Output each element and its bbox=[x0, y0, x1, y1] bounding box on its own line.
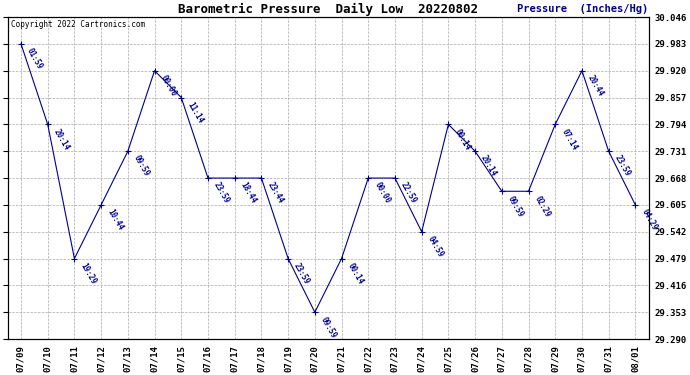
Text: 01:59: 01:59 bbox=[25, 46, 45, 71]
Text: 19:29: 19:29 bbox=[79, 261, 98, 286]
Text: 00:14: 00:14 bbox=[346, 261, 365, 286]
Text: 09:59: 09:59 bbox=[319, 315, 338, 339]
Text: 09:59: 09:59 bbox=[132, 154, 151, 178]
Text: 22:59: 22:59 bbox=[399, 181, 418, 206]
Text: Pressure  (Inches/Hg): Pressure (Inches/Hg) bbox=[518, 4, 649, 14]
Text: 00:14: 00:14 bbox=[453, 127, 472, 152]
Text: 10:44: 10:44 bbox=[106, 208, 125, 232]
Title: Barometric Pressure  Daily Low  20220802: Barometric Pressure Daily Low 20220802 bbox=[178, 3, 478, 16]
Text: 20:14: 20:14 bbox=[52, 127, 71, 152]
Text: 20:44: 20:44 bbox=[586, 74, 605, 98]
Text: 23:44: 23:44 bbox=[266, 181, 285, 206]
Text: 11:14: 11:14 bbox=[186, 100, 205, 125]
Text: 07:14: 07:14 bbox=[560, 127, 579, 152]
Text: 23:59: 23:59 bbox=[613, 154, 632, 178]
Text: 02:29: 02:29 bbox=[533, 194, 552, 219]
Text: 04:29: 04:29 bbox=[640, 208, 659, 232]
Text: 00:00: 00:00 bbox=[159, 74, 178, 98]
Text: 20:14: 20:14 bbox=[480, 154, 499, 178]
Text: 23:59: 23:59 bbox=[293, 261, 312, 286]
Text: 04:59: 04:59 bbox=[426, 234, 445, 259]
Text: 18:44: 18:44 bbox=[239, 181, 258, 206]
Text: 23:59: 23:59 bbox=[212, 181, 232, 206]
Text: Copyright 2022 Cartronics.com: Copyright 2022 Cartronics.com bbox=[11, 20, 145, 29]
Text: 09:59: 09:59 bbox=[506, 194, 525, 219]
Text: 00:00: 00:00 bbox=[373, 181, 392, 206]
